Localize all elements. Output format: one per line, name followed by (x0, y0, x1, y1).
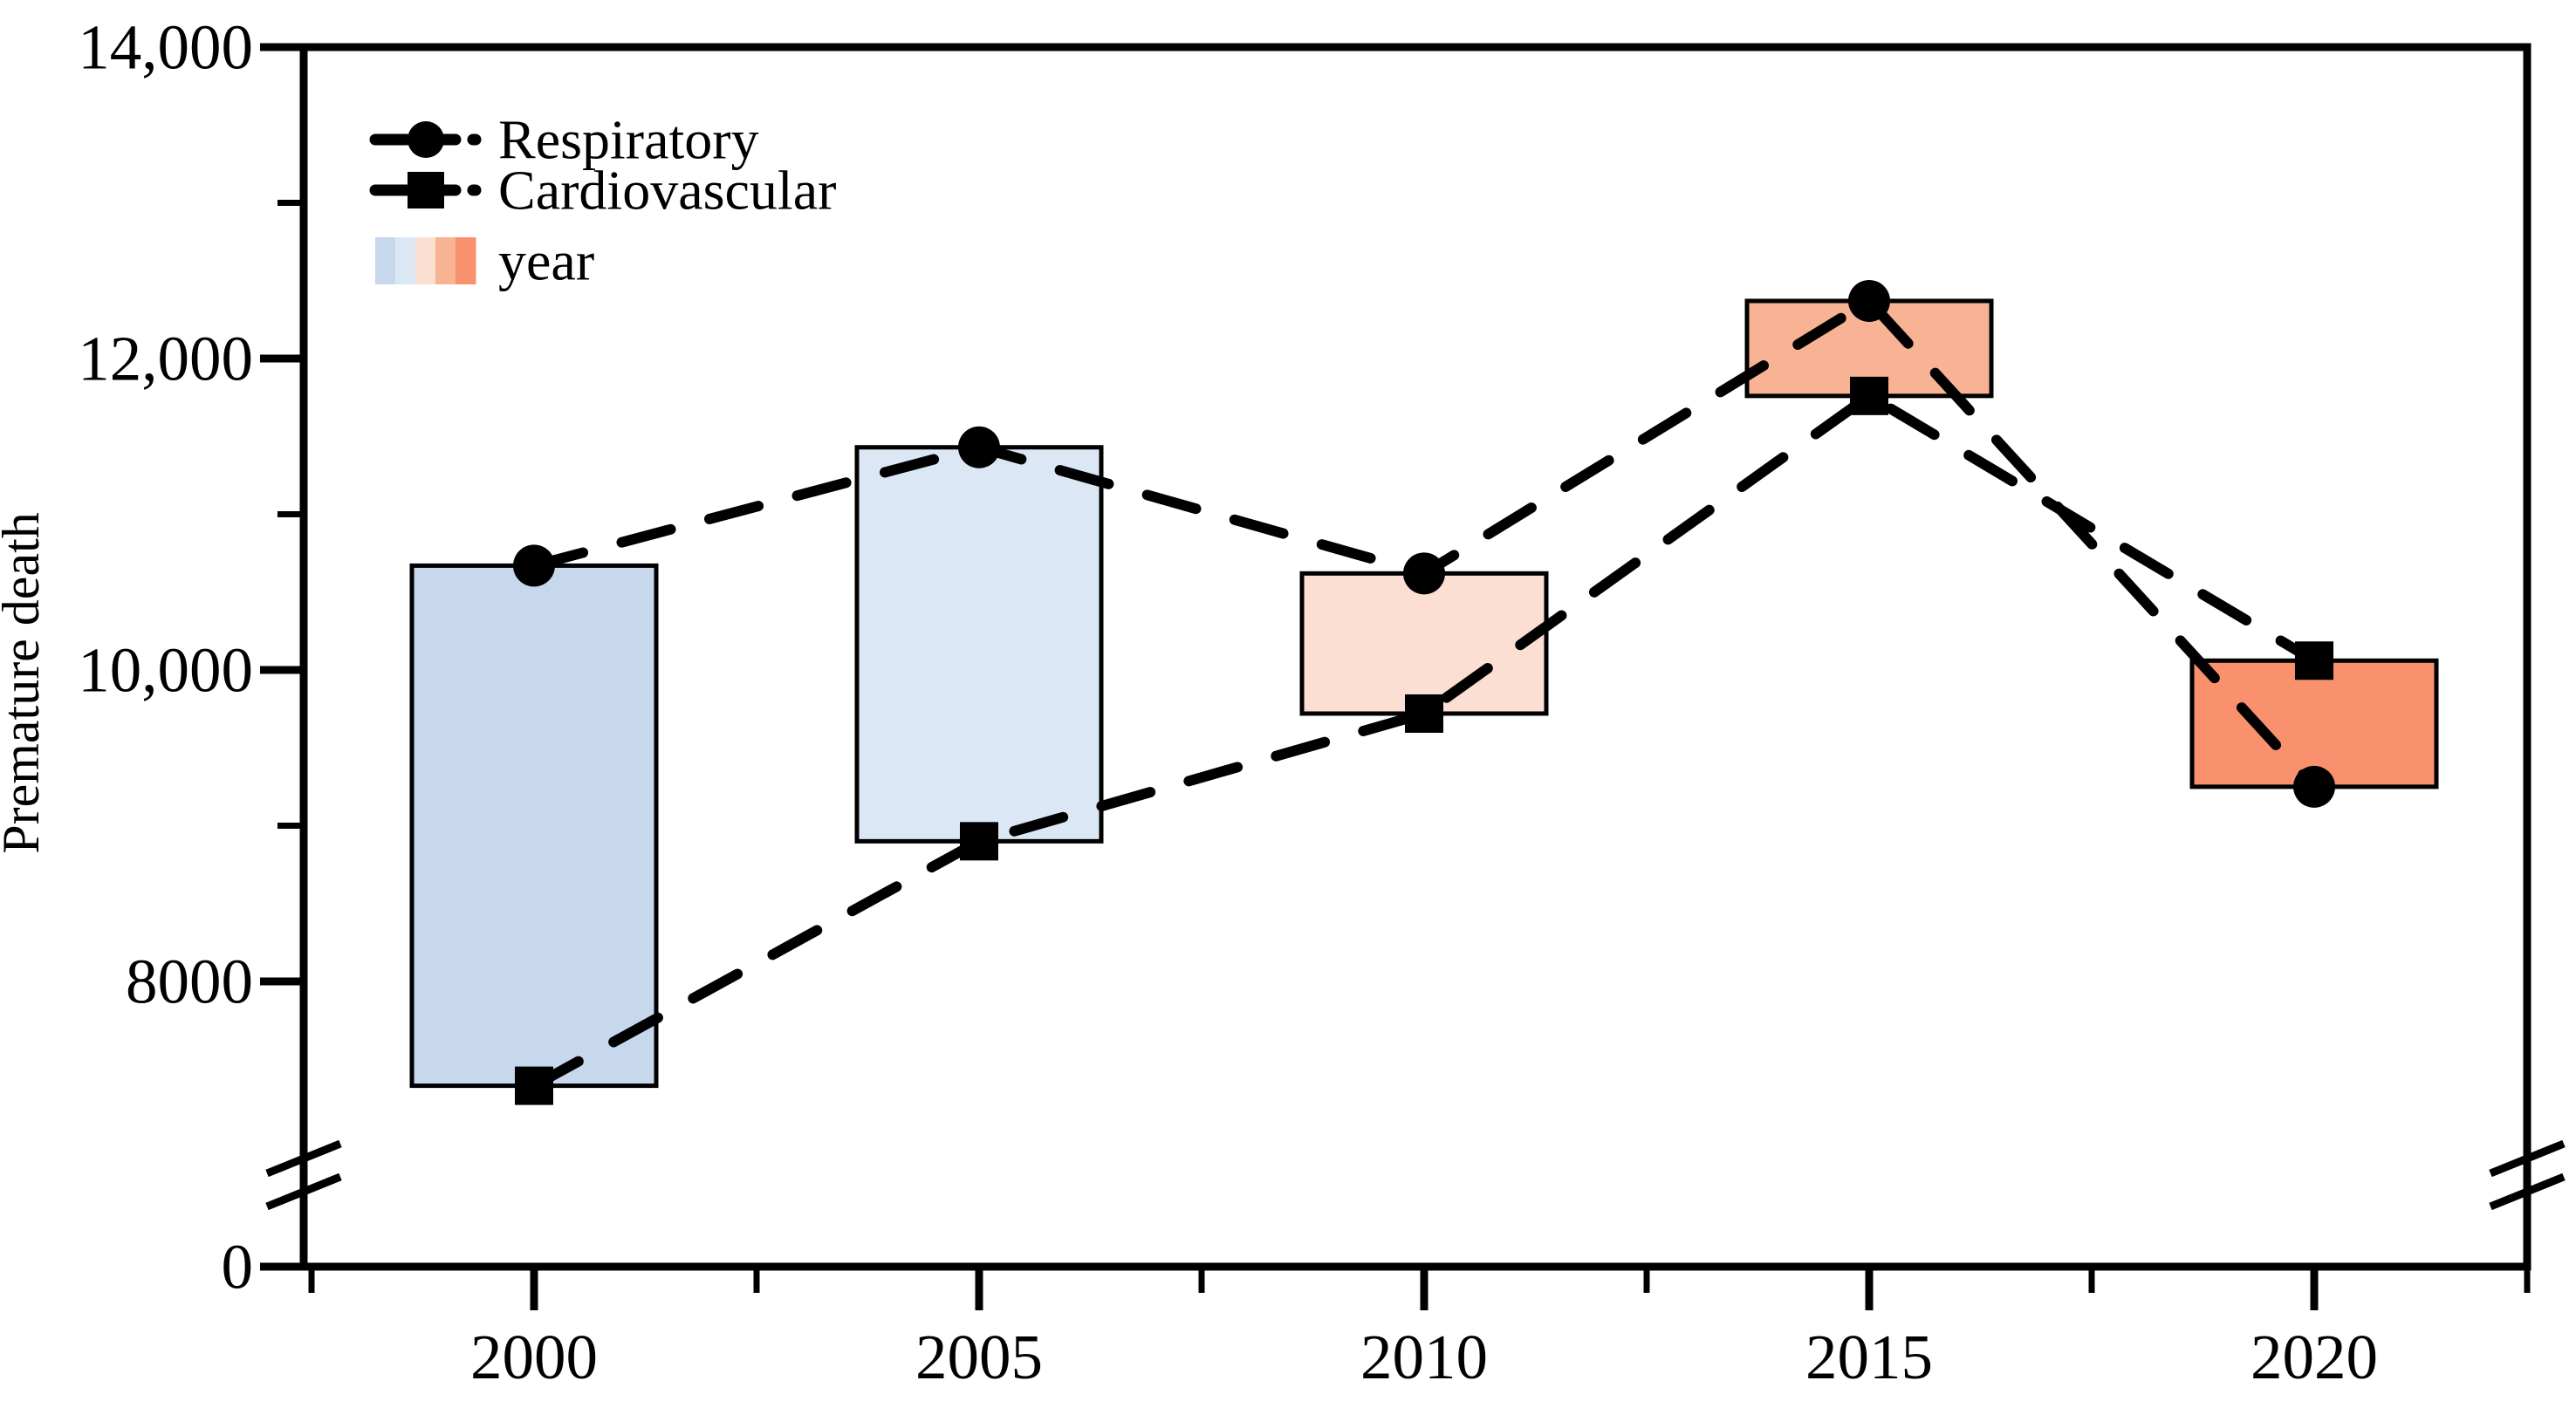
legend-label-year: year (498, 230, 594, 292)
x-tick-label: 2015 (1805, 1322, 1933, 1392)
x-tick-label: 2010 (1360, 1322, 1488, 1392)
y-tick-label: 10,000 (78, 635, 253, 706)
axis-break-mark (265, 1172, 342, 1211)
respiratory-point-marker (958, 426, 1000, 468)
cardiovascular-point-marker (1850, 376, 1888, 415)
axis-break-mark (265, 1139, 342, 1178)
y-tick-label: 14,000 (78, 12, 253, 83)
year-range-box (2189, 658, 2439, 789)
year-range-box (409, 563, 659, 1089)
axis-break-mark (2489, 1172, 2566, 1211)
cardiovascular-point-marker (1405, 694, 1443, 733)
plot-frame (299, 43, 2531, 1271)
cardiovascular-point-marker (515, 1066, 553, 1105)
y-tick-label: 8000 (126, 947, 253, 1017)
x-tick-label: 2005 (915, 1322, 1043, 1392)
respiratory-point-marker (513, 544, 555, 587)
legend-gradient-swatch-band (395, 237, 416, 284)
legend-gradient-swatch-band (415, 237, 436, 284)
year-range-box (854, 445, 1104, 844)
legend-square-marker (408, 172, 444, 208)
legend-gradient-swatch-band (456, 237, 476, 284)
axis-break-mark (2489, 1139, 2566, 1178)
cardiovascular-point-marker (2295, 641, 2333, 680)
x-tick-label: 2020 (2251, 1322, 2378, 1392)
respiratory-point-marker (1403, 552, 1445, 595)
respiratory-point-marker (1848, 279, 1890, 322)
legend-label-cardiovascular: Cardiovascular (498, 160, 836, 222)
legend-gradient-swatch-band (435, 237, 456, 284)
year-range-box (1299, 571, 1549, 716)
legend-label-respiratory: Respiratory (498, 109, 759, 171)
legend-circle-marker (408, 121, 444, 158)
respiratory-point-marker (2293, 765, 2335, 808)
y-axis-label: Premature death (0, 512, 50, 854)
y-tick-label: 0 (222, 1232, 254, 1302)
y-tick-label: 12,000 (78, 324, 253, 394)
x-tick-label: 2000 (470, 1322, 598, 1392)
cardiovascular-point-marker (960, 822, 998, 861)
legend-gradient-swatch-band (375, 237, 396, 284)
